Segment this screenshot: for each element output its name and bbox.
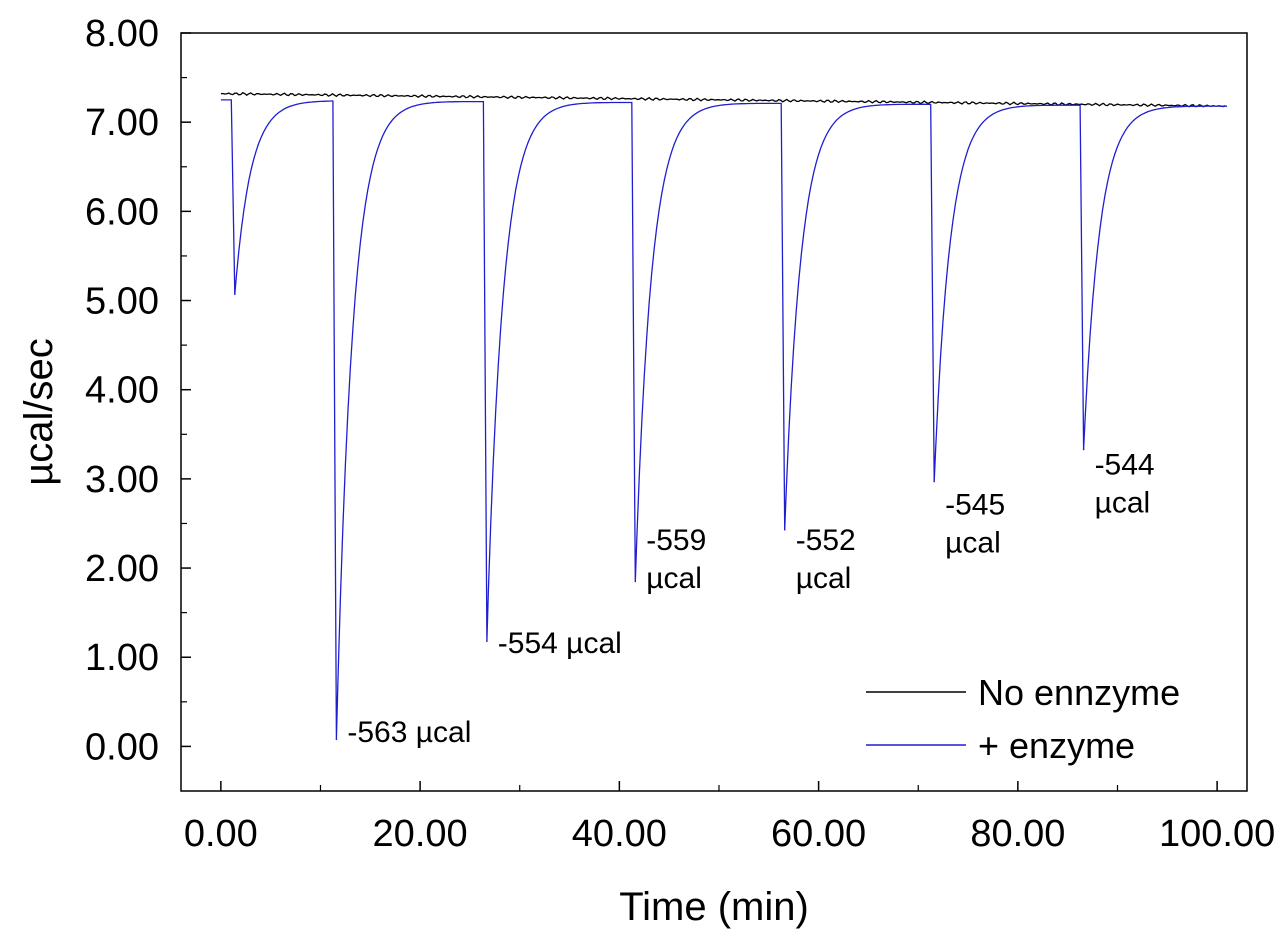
peak-point xyxy=(335,738,338,741)
y-tick-label: 1.00 xyxy=(85,637,159,679)
y-tick-label: 8.00 xyxy=(85,13,159,55)
peak-annotation: -554 µcal xyxy=(498,627,622,660)
peak-annotation: -544 µcal xyxy=(1095,448,1155,519)
y-tick-label: 2.00 xyxy=(85,548,159,590)
peak-point xyxy=(233,293,236,296)
x-axis: 0.00 20.00 40.00 60.00 80.00 100.00 xyxy=(184,781,1275,855)
peak-annotation-line: -563 µcal xyxy=(347,716,471,749)
peak-annotation-line: µcal xyxy=(945,527,1001,560)
peak-annotation-line: -559 xyxy=(646,524,706,557)
y-tick-label: 6.00 xyxy=(85,191,159,233)
peak-annotation-line: µcal xyxy=(796,562,852,595)
peak-annotation-line: µcal xyxy=(646,562,702,595)
y-tick-label: 4.00 xyxy=(85,370,159,412)
peak-point xyxy=(933,480,935,483)
peak-annotation-line: -545 xyxy=(945,489,1005,522)
y-axis: 0.00 1.00 2.00 3.00 4.00 5.00 6.00 7.00 8.00 xyxy=(85,13,191,768)
plot-frame xyxy=(180,32,1248,792)
x-tick-label: 100.00 xyxy=(1159,813,1275,855)
series-enzyme-line xyxy=(220,99,1228,740)
peak-point xyxy=(783,528,786,531)
legend-label-enzyme: + enzyme xyxy=(978,725,1135,766)
peak-point xyxy=(634,580,637,583)
peak-annotation: -559 µcal xyxy=(646,524,706,595)
x-tick-label: 80.00 xyxy=(970,813,1065,855)
peak-annotation: -552 µcal xyxy=(796,524,856,595)
x-axis-title: Time (min) xyxy=(619,885,809,929)
peak-point xyxy=(486,640,488,642)
y-tick-label: 5.00 xyxy=(85,281,159,323)
peak-annotation-line: -552 xyxy=(796,524,856,557)
legend: No ennzyme + enzyme xyxy=(866,672,1180,766)
y-axis-title: µcal/sec xyxy=(17,338,61,486)
annotations: -563 µcal -554 µcal -559 µcal -552 µcal -545 µc… xyxy=(347,448,1154,749)
peak-annotation-line: -544 xyxy=(1095,448,1155,481)
x-tick-label: 0.00 xyxy=(184,813,258,855)
peak-annotation: -545 µcal xyxy=(945,489,1005,560)
peak-point xyxy=(1082,448,1085,451)
x-tick-label: 20.00 xyxy=(373,813,468,855)
y-tick-label: 3.00 xyxy=(85,459,159,501)
y-tick-label: 0.00 xyxy=(85,726,159,768)
legend-label-no-enzyme: No ennzyme xyxy=(978,672,1180,713)
y-tick-label: 7.00 xyxy=(85,102,159,144)
peak-annotation-line: -554 µcal xyxy=(498,627,622,660)
series-layer xyxy=(220,91,1228,741)
peak-annotation-line: µcal xyxy=(1095,486,1151,519)
peak-annotation: -563 µcal xyxy=(347,716,471,749)
x-tick-label: 60.00 xyxy=(771,813,866,855)
x-tick-label: 40.00 xyxy=(572,813,667,855)
